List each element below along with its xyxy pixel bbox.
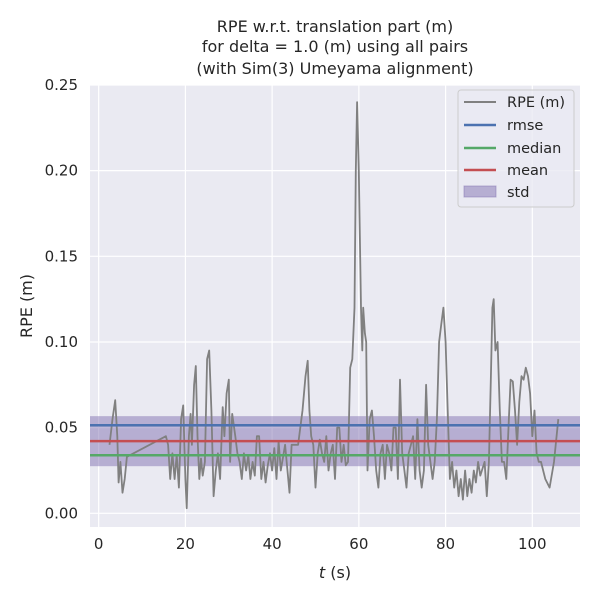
title-line-1: RPE w.r.t. translation part (m): [217, 17, 453, 36]
legend-std-swatch: [463, 185, 497, 198]
x-tick-label: 40: [263, 535, 282, 553]
x-tick-label: 20: [176, 535, 195, 553]
y-tick-label: 0.10: [45, 333, 78, 351]
legend-median-label: median: [507, 141, 561, 157]
y-tick-label: 0.25: [45, 76, 78, 94]
rpe-series-line: [108, 101, 560, 510]
y-tick-label: 0.00: [45, 504, 78, 522]
x-axis-label: t (s): [319, 563, 351, 582]
legend-rpe-label: RPE (m): [507, 95, 565, 111]
x-tick-label: 80: [436, 535, 455, 553]
legend-box: [457, 89, 575, 208]
legend-mean-label: mean: [507, 163, 548, 179]
x-axis-label-var: t: [319, 563, 326, 582]
x-tick-label: 100: [518, 535, 547, 553]
legend-std-label: std: [507, 185, 529, 201]
legend-rmse-label: rmse: [507, 118, 543, 134]
x-tick-label: 0: [94, 535, 104, 553]
title-line-3: (with Sim(3) Umeyama alignment): [196, 59, 473, 78]
title-line-2: for delta = 1.0 (m) using all pairs: [202, 37, 468, 56]
y-tick-label: 0.20: [45, 162, 78, 180]
x-axis-label-unit: (s): [325, 563, 351, 582]
y-tick-label: 0.05: [45, 419, 78, 437]
legend: RPE (m) rmse median mean std: [457, 89, 575, 208]
x-tick-label: 60: [349, 535, 368, 553]
y-axis-label: RPE (m): [17, 274, 36, 338]
y-tick-label: 0.15: [45, 247, 78, 265]
